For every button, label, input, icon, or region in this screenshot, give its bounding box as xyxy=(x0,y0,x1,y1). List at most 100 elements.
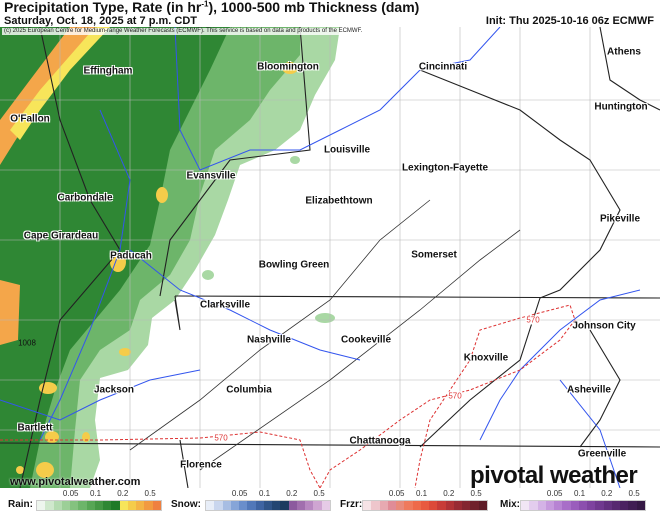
legend-swatch xyxy=(214,501,223,510)
legend-swatch xyxy=(363,501,372,510)
legend-swatch xyxy=(70,501,79,510)
city-label: Louisville xyxy=(323,144,371,156)
contour-label: 570 xyxy=(213,433,229,443)
legend-swatch xyxy=(127,501,137,510)
city-label: O'Fallon xyxy=(10,113,50,125)
city-label: Florence xyxy=(180,459,222,471)
watermark-url: www.pivotalweather.com xyxy=(10,476,141,488)
legend-swatch xyxy=(37,501,46,510)
legend-tick: 0.05 xyxy=(231,489,248,498)
legend-swatch xyxy=(404,501,413,510)
legend-swatch xyxy=(53,501,62,510)
legend-swatch xyxy=(521,501,530,510)
legend-swatch xyxy=(387,501,397,510)
city-label: Knoxville xyxy=(463,352,509,364)
legend: Rain: 0.05 0.1 0.2 0.5 Snow: 0.05 0.1 0.2 0.5 Frzr… xyxy=(0,488,660,511)
city-label: Elizabethtown xyxy=(305,195,373,207)
legend-swatch xyxy=(529,501,538,510)
legend-swatch xyxy=(280,501,289,510)
legend-swatch xyxy=(78,501,87,510)
contour-label: 570 xyxy=(447,391,463,401)
legend-tick: 0.5 xyxy=(313,489,325,498)
roads xyxy=(129,199,521,471)
title-text-rest: ), 1000-500 mb Thickness (dam) xyxy=(208,0,420,15)
legend-tick: 0.1 xyxy=(89,489,102,498)
legend-swatch xyxy=(429,501,438,510)
legend-swatch xyxy=(595,501,604,510)
legend-swatch xyxy=(545,501,555,510)
legend-colorbar xyxy=(205,500,331,511)
precip-rain-yellow xyxy=(10,27,110,140)
legend-label: Mix: xyxy=(500,499,520,510)
legend-swatch xyxy=(445,501,454,510)
city-label: Bloomington xyxy=(257,61,319,73)
legend-colorbar xyxy=(520,500,646,511)
rivers xyxy=(0,27,641,488)
legend-swatch xyxy=(206,501,215,510)
city-label: Jackson xyxy=(93,384,135,396)
legend-tick: 0.05 xyxy=(388,489,405,498)
legend-swatch xyxy=(478,501,487,510)
city-label: Pikeville xyxy=(599,213,641,225)
legend-swatch xyxy=(462,501,471,510)
legend-swatch xyxy=(470,501,479,510)
legend-swatch xyxy=(247,501,256,510)
title-superscript: -1 xyxy=(201,0,209,9)
legend-swatch xyxy=(136,501,145,510)
city-label: Greenville xyxy=(577,448,627,460)
legend-label: Rain: xyxy=(8,499,33,510)
city-label: Athens xyxy=(607,46,641,58)
precip-rain-orange-2 xyxy=(0,280,20,345)
legend-tick: 0.2 xyxy=(601,489,613,498)
legend-swatch xyxy=(628,501,637,510)
legend-swatch xyxy=(152,501,161,510)
legend-swatch xyxy=(61,501,71,510)
map-title: Precipitation Type, Rate (in hr-1), 1000… xyxy=(4,0,419,15)
city-label: Cookeville xyxy=(340,334,392,346)
forecast-map xyxy=(0,27,660,488)
city-label: Chattanooga xyxy=(349,435,411,447)
legend-swatch xyxy=(111,501,120,510)
city-label: Bartlett xyxy=(17,422,53,434)
precip-cells xyxy=(16,62,298,478)
legend-swatch xyxy=(379,501,388,510)
legend-swatch xyxy=(453,501,463,510)
legend-swatch xyxy=(222,501,231,510)
legend-swatch xyxy=(305,501,314,510)
copyright-notice: (c) 2025 European Centre for Medium-rang… xyxy=(2,28,365,35)
legend-swatch xyxy=(288,501,297,510)
legend-tick: 0.1 xyxy=(415,489,428,498)
legend-swatch xyxy=(296,501,306,510)
city-label: Evansville xyxy=(186,170,236,182)
city-label: Huntington xyxy=(594,101,648,113)
precip-rain-orange xyxy=(0,27,110,165)
legend-label: Snow: xyxy=(171,499,201,510)
legend-swatch xyxy=(371,501,380,510)
legend-swatch xyxy=(578,501,588,510)
legend-swatch xyxy=(263,501,273,510)
legend-colorbar xyxy=(36,500,162,511)
legend-tick: 0.5 xyxy=(470,489,482,498)
legend-swatch xyxy=(321,501,330,510)
city-label: Nashville xyxy=(247,334,291,346)
city-label: Lexington-Fayette xyxy=(401,162,489,174)
legend-swatch xyxy=(611,501,621,510)
county-lines xyxy=(0,27,660,488)
legend-swatch xyxy=(230,501,240,510)
legend-tick: 0.2 xyxy=(286,489,298,498)
city-label: Paducah xyxy=(110,250,152,262)
legend-tick: 0.1 xyxy=(573,489,586,498)
legend-tick: 0.05 xyxy=(546,489,563,498)
legend-tick: 0.5 xyxy=(144,489,156,498)
legend-swatch xyxy=(103,501,112,510)
legend-swatch xyxy=(86,501,95,510)
legend-swatch xyxy=(420,501,430,510)
city-label: Asheville xyxy=(567,384,611,396)
legend-tick: 0.1 xyxy=(258,489,271,498)
init-time: Init: Thu 2025-10-16 06z ECMWF xyxy=(485,15,654,27)
city-label: Bowling Green xyxy=(258,259,330,271)
legend-swatch xyxy=(239,501,248,510)
contour-label: 570 xyxy=(525,315,541,325)
valid-time: Saturday, Oct. 18, 2025 at 7 p.m. CDT xyxy=(4,15,197,27)
city-label: Effingham xyxy=(83,65,133,77)
